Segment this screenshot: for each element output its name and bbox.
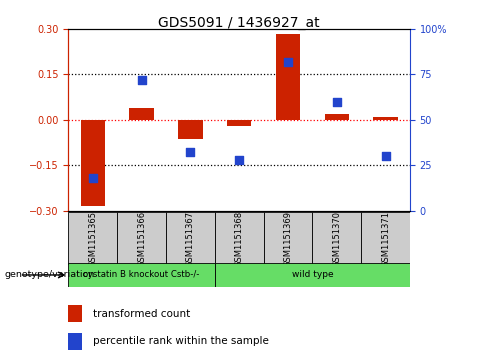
Text: GSM1151365: GSM1151365 [88,211,97,267]
Text: cystatin B knockout Cstb-/-: cystatin B knockout Cstb-/- [83,270,200,280]
Bar [325,114,349,120]
Text: GDS5091 / 1436927_at: GDS5091 / 1436927_at [158,16,320,30]
Text: GSM1151369: GSM1151369 [284,211,292,267]
Bar [215,212,264,265]
Text: GSM1151366: GSM1151366 [137,211,146,267]
Text: wild type: wild type [291,270,333,280]
Bar [373,117,398,120]
Point [382,153,389,159]
Text: GSM1151368: GSM1151368 [235,211,244,267]
Point [186,150,194,155]
Point [89,175,97,181]
Bar [68,212,117,265]
Point [333,99,341,105]
Bar [276,34,300,120]
Bar [361,212,410,265]
Text: transformed count: transformed count [93,309,190,319]
Bar [166,212,215,265]
Point [235,157,243,163]
Text: GSM1151367: GSM1151367 [186,211,195,267]
Bar [215,263,410,287]
Bar [129,108,154,120]
Text: genotype/variation: genotype/variation [5,270,95,279]
Text: GSM1151371: GSM1151371 [381,211,390,267]
Bar [312,212,361,265]
Bar [178,120,203,139]
Point [138,77,145,83]
Text: percentile rank within the sample: percentile rank within the sample [93,337,269,346]
Bar [68,305,82,322]
Bar [227,120,251,126]
Bar [81,120,105,206]
Point [284,59,292,65]
Text: GSM1151370: GSM1151370 [332,211,341,267]
Bar [264,212,312,265]
Bar [68,263,215,287]
Bar [117,212,166,265]
Bar [68,333,82,350]
